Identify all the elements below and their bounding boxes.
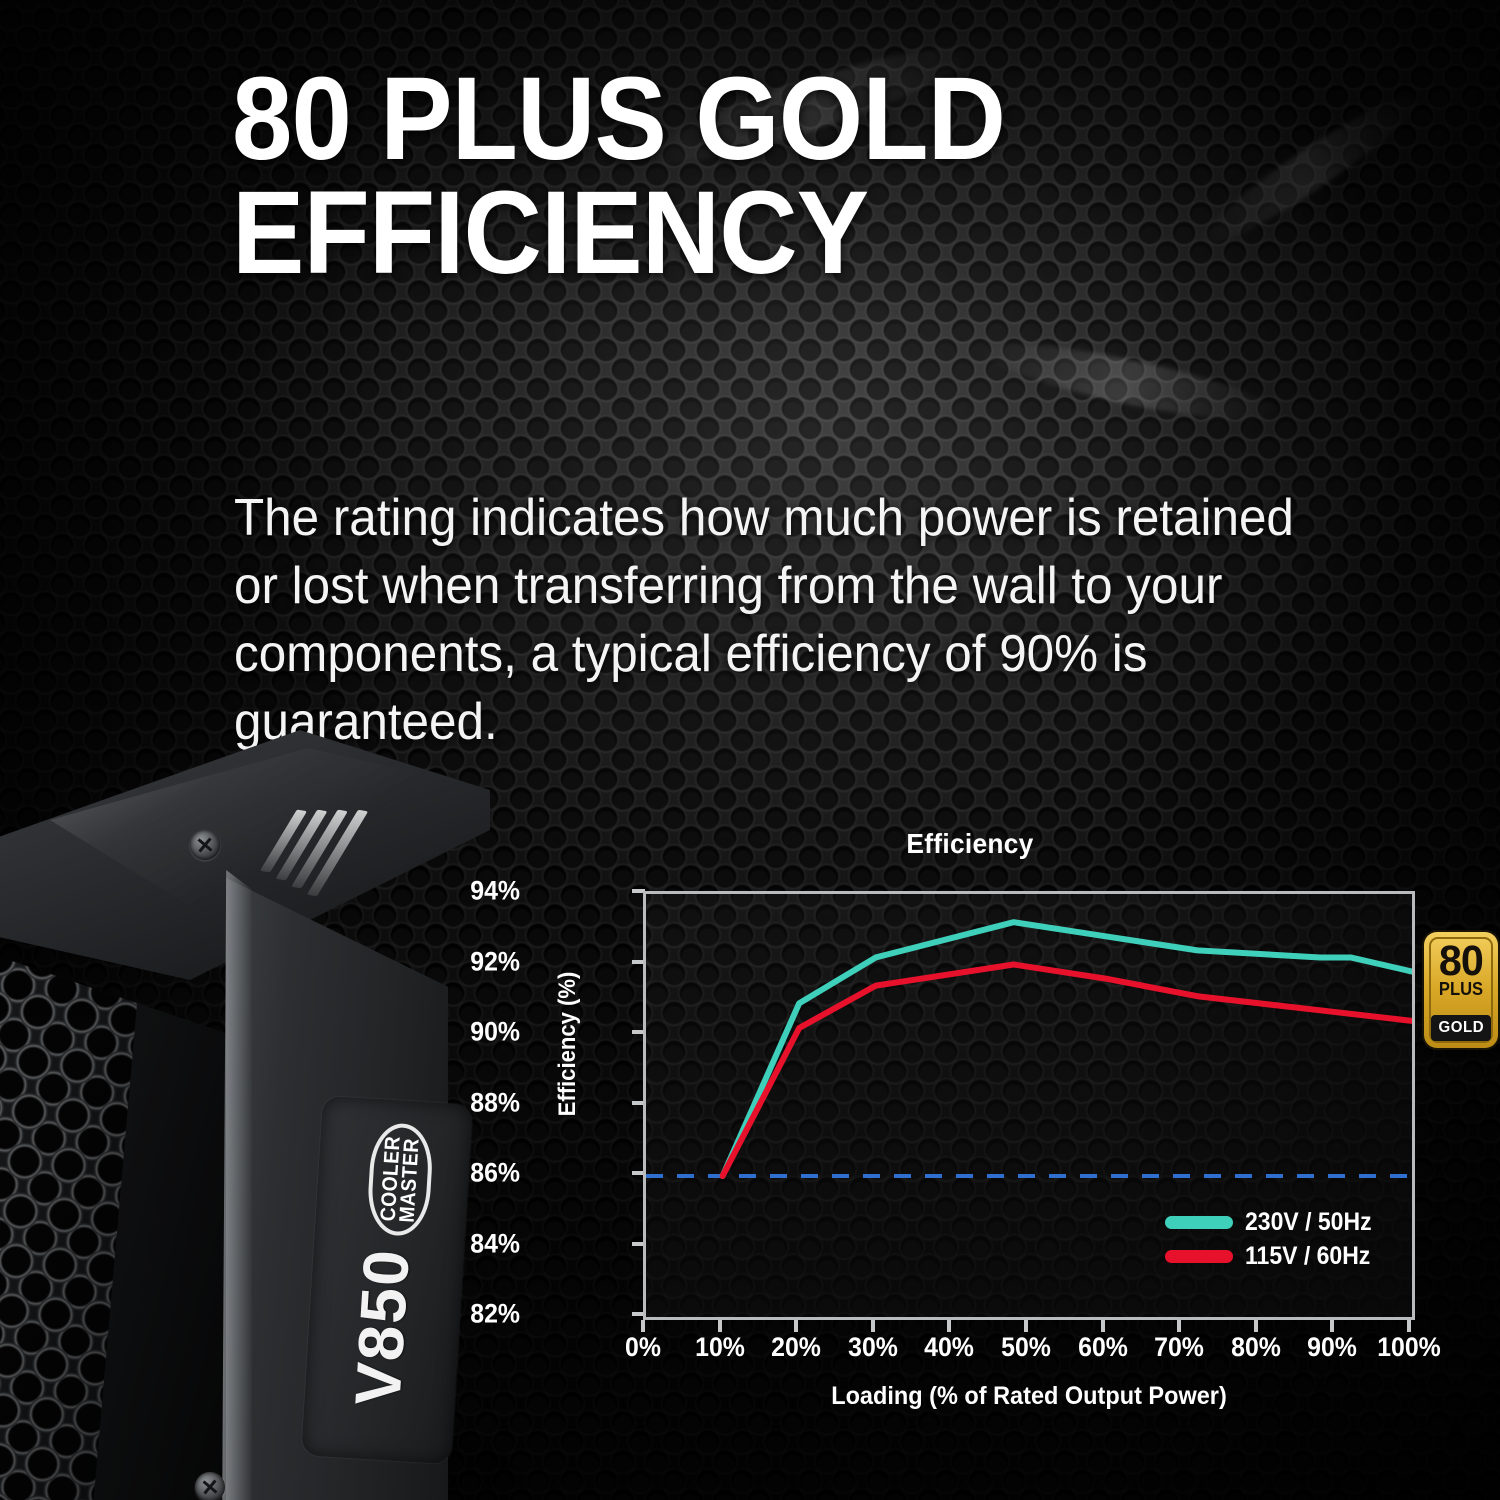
screw-icon bbox=[195, 1472, 225, 1500]
legend-item[interactable]: 230V / 50Hz bbox=[1165, 1205, 1383, 1239]
chart-legend: 230V / 50Hz 115V / 60Hz bbox=[1165, 1205, 1383, 1273]
screw-icon bbox=[190, 830, 220, 860]
y-tick-mark bbox=[632, 1241, 645, 1246]
y-axis-title: Efficiency (%) bbox=[554, 971, 581, 1117]
x-tick-mark bbox=[717, 1320, 722, 1332]
psu-model-label: V850 bbox=[341, 1246, 423, 1408]
y-tick-mark bbox=[632, 1030, 645, 1034]
chart-lines bbox=[646, 919, 1412, 1179]
x-tick-label: 100% bbox=[1377, 1332, 1441, 1362]
x-tick-mark bbox=[794, 1320, 799, 1332]
legend-label: 115V / 60Hz bbox=[1245, 1241, 1371, 1270]
badge-number: 80 bbox=[1438, 937, 1484, 985]
x-tick-label: 0% bbox=[625, 1332, 661, 1362]
legend-label: 230V / 50Hz bbox=[1245, 1207, 1372, 1236]
y-tick-mark bbox=[632, 1171, 645, 1175]
series-line-0 bbox=[719, 919, 1412, 1179]
badge-tier-bar: GOLD bbox=[1431, 1015, 1491, 1041]
x-tick-mark bbox=[947, 1320, 952, 1332]
y-tick-label: 84% bbox=[470, 1228, 520, 1258]
y-tick-label: 92% bbox=[470, 946, 520, 976]
legend-item[interactable]: 115V / 60Hz bbox=[1165, 1239, 1383, 1273]
badge-plus-label: PLUS bbox=[1438, 978, 1484, 999]
x-tick-label: 60% bbox=[1077, 1332, 1128, 1362]
y-tick-mark bbox=[632, 959, 645, 964]
x-tick-label: 50% bbox=[1001, 1332, 1051, 1362]
y-tick-label: 82% bbox=[470, 1298, 520, 1329]
y-tick-mark bbox=[632, 1100, 645, 1105]
headline-line-1: 80 PLUS GOLD bbox=[232, 53, 1006, 185]
chart-title: Efficiency bbox=[906, 828, 1034, 859]
legend-swatch-icon bbox=[1165, 1215, 1233, 1229]
x-tick-mark bbox=[1407, 1320, 1411, 1332]
psu-product-image: COOLER MASTER V850 bbox=[0, 720, 530, 1500]
x-tick-label: 30% bbox=[847, 1332, 898, 1362]
y-tick-label: 88% bbox=[470, 1087, 520, 1117]
psu-brand-plate: COOLER MASTER V850 bbox=[301, 1095, 473, 1465]
psu-vent-slots-icon bbox=[259, 809, 369, 920]
x-tick-label: 40% bbox=[924, 1332, 975, 1362]
x-tick-mark bbox=[641, 1320, 645, 1332]
headline-line-2: EFFICIENCY bbox=[232, 167, 869, 300]
y-tick-mark bbox=[632, 1312, 645, 1316]
x-tick-label: 20% bbox=[771, 1332, 822, 1362]
eighty-plus-gold-badge-icon: 80 PLUS GOLD bbox=[1424, 932, 1498, 1048]
psu-side-edge-highlight bbox=[222, 870, 252, 1500]
x-axis-title: Loading (% of Rated Output Power) bbox=[831, 1382, 1227, 1410]
x-tick-label: 10% bbox=[694, 1332, 745, 1362]
y-tick-mark bbox=[632, 889, 645, 893]
page-title: 80 PLUS GOLD EFFICIENCY bbox=[232, 53, 1152, 300]
y-tick-label: 86% bbox=[470, 1157, 520, 1188]
x-tick-label: 90% bbox=[1307, 1332, 1358, 1362]
x-tick-label: 80% bbox=[1230, 1332, 1281, 1362]
efficiency-chart: Efficiency Efficiency (%) Loading (% of … bbox=[470, 820, 1470, 1440]
x-tick-mark bbox=[1253, 1320, 1258, 1332]
series-line-1 bbox=[719, 961, 1412, 1179]
y-tick-label: 94% bbox=[470, 875, 520, 906]
x-tick-mark bbox=[1100, 1320, 1105, 1332]
x-tick-mark bbox=[1177, 1320, 1182, 1332]
x-tick-mark bbox=[1024, 1320, 1028, 1332]
description-text: The rating indicates how much power is r… bbox=[234, 489, 1294, 752]
y-tick-label: 90% bbox=[470, 1016, 520, 1047]
legend-swatch-icon bbox=[1165, 1249, 1233, 1263]
badge-tier-label: GOLD bbox=[1438, 1019, 1484, 1036]
plot-area bbox=[643, 891, 1415, 1320]
x-tick-label: 70% bbox=[1154, 1332, 1205, 1362]
x-tick-mark bbox=[870, 1320, 875, 1332]
x-tick-mark bbox=[1330, 1320, 1335, 1332]
